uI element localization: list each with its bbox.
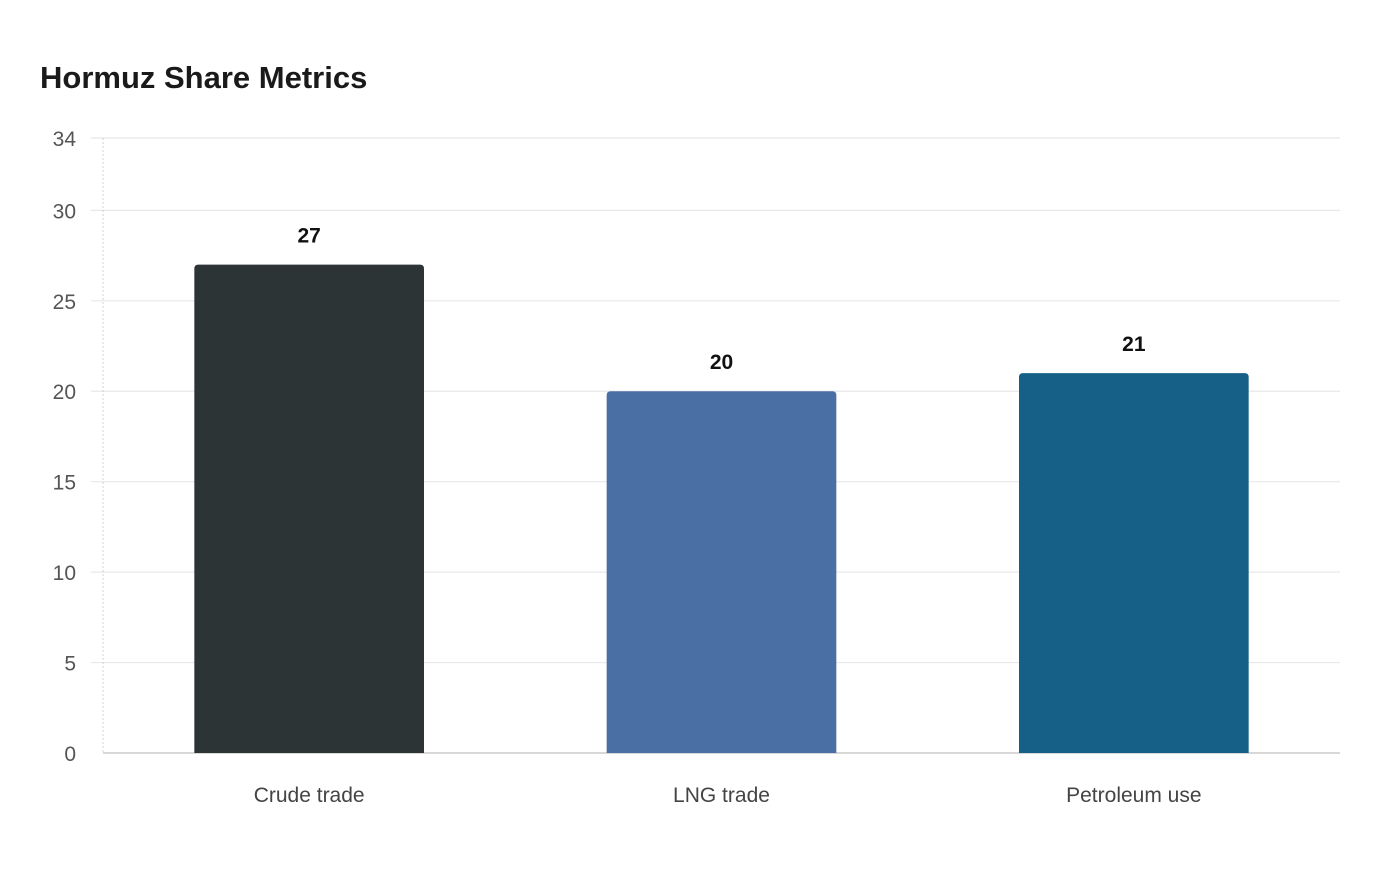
data-labels: 27 20 21 bbox=[297, 225, 1145, 375]
y-tick-label: 25 bbox=[53, 291, 76, 314]
data-label: 21 bbox=[1122, 333, 1146, 356]
bar-lng-trade bbox=[606, 391, 837, 753]
chart-title: Hormuz Share Metrics bbox=[40, 60, 368, 95]
bar-petroleum-use bbox=[1018, 373, 1249, 753]
y-tick-label: 30 bbox=[53, 200, 76, 223]
x-tick-label: Petroleum use bbox=[1066, 784, 1201, 807]
bars bbox=[194, 264, 1249, 753]
x-axis-ticks: Crude trade LNG trade Petroleum use bbox=[254, 784, 1202, 807]
data-label: 20 bbox=[710, 351, 733, 374]
x-tick-label: LNG trade bbox=[673, 784, 770, 807]
data-label: 27 bbox=[297, 225, 320, 248]
y-tick-label: 5 bbox=[64, 653, 76, 676]
bar-crude-trade bbox=[194, 264, 425, 753]
y-axis-ticks: 0 5 10 15 20 25 30 34 bbox=[53, 128, 77, 766]
y-tick-label: 15 bbox=[53, 472, 76, 495]
y-tick-label: 34 bbox=[53, 128, 77, 151]
y-tick-label: 10 bbox=[53, 562, 76, 585]
y-tick-label: 0 bbox=[64, 743, 76, 766]
y-tick-label: 20 bbox=[53, 381, 76, 404]
x-tick-label: Crude trade bbox=[254, 784, 365, 807]
